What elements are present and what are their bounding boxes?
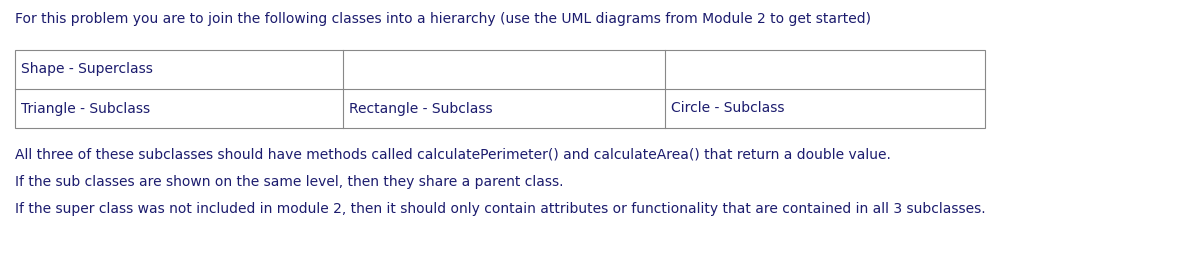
Text: Shape - Superclass: Shape - Superclass (22, 62, 152, 76)
Text: If the sub classes are shown on the same level, then they share a parent class.: If the sub classes are shown on the same… (14, 175, 564, 189)
Text: Triangle - Subclass: Triangle - Subclass (22, 101, 150, 115)
Text: All three of these subclasses should have methods called calculatePerimeter() an: All three of these subclasses should hav… (14, 148, 890, 162)
Bar (14, 50, 985, 128)
Text: Circle - Subclass: Circle - Subclass (671, 101, 785, 115)
Text: Rectangle - Subclass: Rectangle - Subclass (349, 101, 493, 115)
Text: For this problem you are to join the following classes into a hierarchy (use the: For this problem you are to join the fol… (14, 12, 871, 26)
Text: If the super class was not included in module 2, then it should only contain att: If the super class was not included in m… (14, 202, 985, 216)
